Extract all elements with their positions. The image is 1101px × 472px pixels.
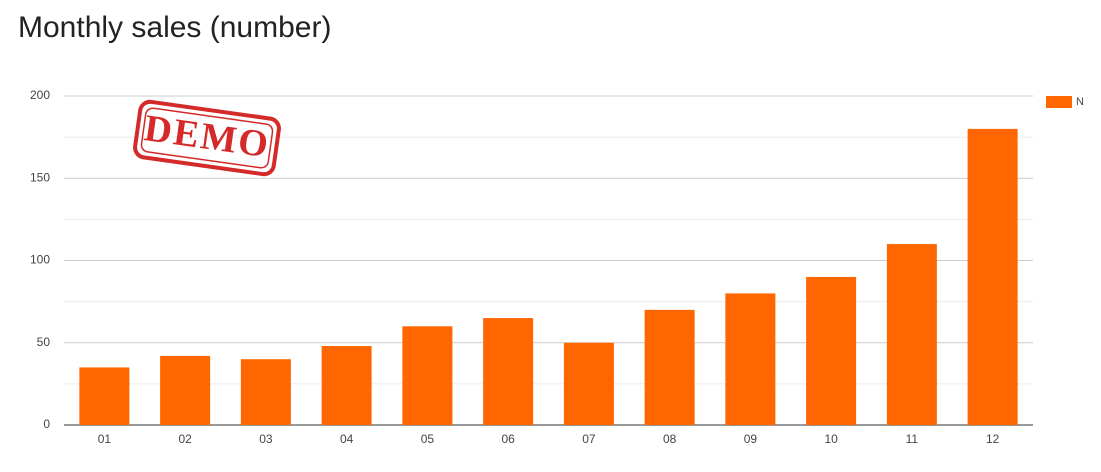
stamp-inner-border — [140, 107, 274, 169]
demo-stamp: DEMO — [133, 99, 281, 177]
legend-label: N — [1076, 96, 1084, 108]
bar — [321, 346, 372, 425]
x-tick-label: 11 — [906, 432, 919, 446]
x-tick-label: 12 — [986, 432, 1000, 446]
plot: 0 50 100 150 200 N 01 02 03 04 05 06 07 08 09 10 11 12 — [30, 88, 1084, 446]
y-tick-label: 200 — [30, 88, 50, 102]
x-tick-label: 07 — [582, 432, 596, 446]
bar — [644, 309, 695, 425]
x-tick-label: 01 — [98, 432, 112, 446]
bar — [967, 128, 1018, 425]
x-tick-label: 02 — [178, 432, 192, 446]
bar — [563, 342, 614, 425]
stamp-border — [133, 99, 281, 177]
bar — [402, 326, 453, 425]
bar — [806, 276, 857, 425]
bar — [160, 355, 211, 425]
x-tick-label: 09 — [744, 432, 758, 446]
y-tick-label: 0 — [43, 417, 50, 431]
bar — [483, 318, 534, 425]
y-tick-label: 100 — [30, 253, 50, 267]
x-tick-label: 10 — [824, 432, 838, 446]
x-tick-label: 05 — [421, 432, 435, 446]
y-tick-label: 150 — [30, 170, 50, 184]
x-tick-label: 03 — [259, 432, 273, 446]
bar — [79, 367, 130, 425]
x-tick-label: 04 — [340, 432, 354, 446]
bar — [725, 293, 776, 425]
bar — [240, 359, 291, 425]
chart-title: Monthly sales (number) — [18, 11, 331, 44]
bar — [886, 244, 937, 425]
y-tick-label: 50 — [37, 335, 51, 349]
legend-swatch — [1046, 96, 1072, 108]
x-tick-label: 06 — [501, 432, 515, 446]
x-tick-label: 08 — [663, 432, 677, 446]
